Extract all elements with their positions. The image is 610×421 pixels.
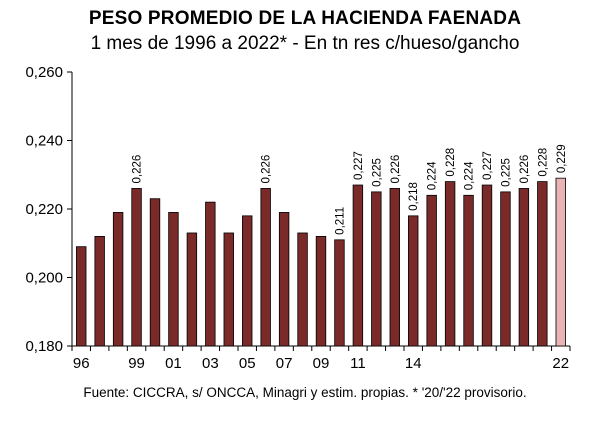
chart-subtitle: 1 mes de 1996 a 2022* - En tn res c/hues… <box>90 33 520 54</box>
bar <box>463 194 474 347</box>
bar <box>555 177 566 347</box>
data-label: 0,227 <box>482 151 494 180</box>
bar <box>205 201 216 347</box>
x-tick-label: 11 <box>350 355 366 372</box>
x-tick-label: 01 <box>165 355 182 372</box>
bar <box>112 212 124 347</box>
data-label: 0,229 <box>556 144 568 173</box>
bar <box>149 198 161 347</box>
bar <box>223 232 234 347</box>
bar <box>260 188 271 347</box>
bar <box>518 188 530 347</box>
data-label: 0,226 <box>390 155 402 184</box>
bar <box>426 194 437 347</box>
bar <box>500 191 511 347</box>
bar <box>94 235 105 347</box>
source-note: Fuente: CICCRA, s/ ONCCA, Minagri y esti… <box>83 385 527 400</box>
y-tick-label: 0,240 <box>25 133 63 150</box>
data-label: 0,228 <box>445 148 457 177</box>
x-tick-label: 96 <box>73 355 90 372</box>
bar <box>186 232 198 347</box>
x-tick-label: 09 <box>313 355 330 372</box>
data-label: 0,225 <box>371 158 383 187</box>
bar <box>131 188 142 347</box>
data-label: 0,211 <box>334 207 346 235</box>
data-label: 0,226 <box>261 155 273 184</box>
bar <box>297 232 308 347</box>
data-label: 0,228 <box>537 148 549 177</box>
bar <box>408 215 419 347</box>
bar <box>389 188 400 347</box>
bar <box>334 239 345 347</box>
y-tick-label: 0,260 <box>25 64 63 81</box>
bar <box>315 235 327 347</box>
x-tick-label: 03 <box>202 355 219 372</box>
x-tick-label: 05 <box>239 355 256 372</box>
bar <box>481 184 493 347</box>
bar <box>352 184 364 347</box>
x-tick-label: 22 <box>552 355 569 372</box>
data-label: 0,218 <box>408 182 420 211</box>
data-label: 0,225 <box>500 158 512 187</box>
bar <box>444 181 456 347</box>
data-label: 0,224 <box>464 161 476 190</box>
bar <box>76 246 87 347</box>
data-label: 0,227 <box>353 151 365 180</box>
bar <box>371 191 382 347</box>
x-tick-label: 14 <box>405 355 422 372</box>
chart-title: PESO PROMEDIO DE LA HACIENDA FAENADA <box>88 8 522 29</box>
bar <box>168 212 179 347</box>
data-label: 0,226 <box>519 155 531 184</box>
bar <box>278 212 290 347</box>
data-label: 0,224 <box>427 161 439 190</box>
x-tick-label: 99 <box>128 355 145 372</box>
x-tick-label: 07 <box>276 355 293 372</box>
bar <box>242 215 253 347</box>
y-tick-label: 0,220 <box>25 201 63 218</box>
y-tick-label: 0,200 <box>25 270 63 287</box>
y-tick-label: 0,180 <box>25 338 63 355</box>
bar <box>537 181 548 347</box>
data-label: 0,226 <box>132 155 144 184</box>
